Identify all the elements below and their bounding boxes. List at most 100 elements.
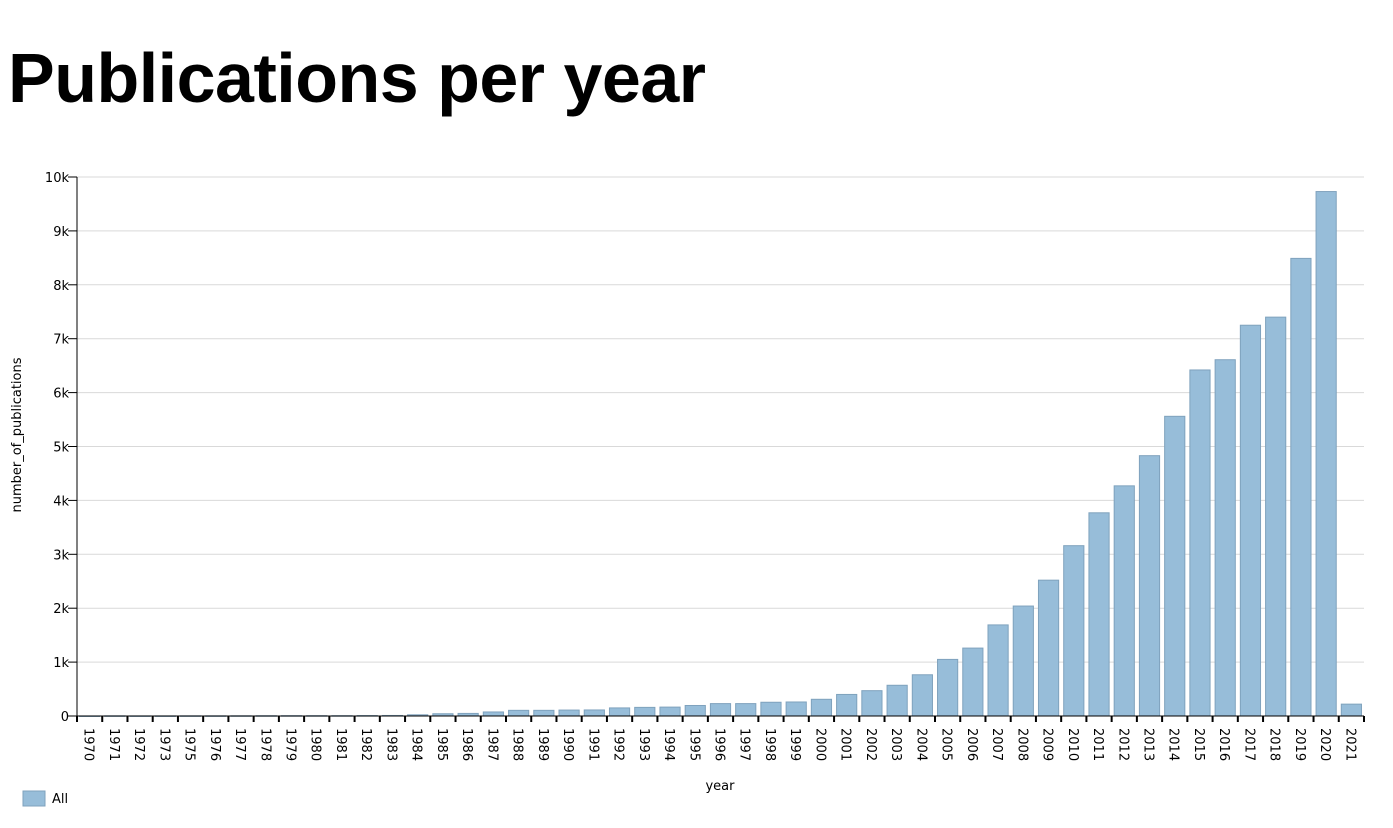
bar-2001[interactable] (836, 693, 858, 717)
x-tick-label: 2000 (812, 728, 827, 761)
x-tick-label: 2019 (1292, 728, 1307, 761)
y-axis-title: number_of_publications (10, 357, 25, 512)
y-tick-label: 4k (53, 494, 69, 509)
x-tick-label: 1972 (131, 728, 146, 761)
x-tick-label: 2017 (1241, 728, 1256, 761)
bar-1989[interactable] (533, 709, 555, 717)
x-tick-label: 2013 (1141, 728, 1156, 761)
bar-1998[interactable] (760, 701, 782, 717)
bar-1988[interactable] (508, 709, 530, 717)
x-tick-label: 1970 (81, 728, 96, 761)
bar-2002[interactable] (861, 690, 883, 717)
bar-2007[interactable] (987, 624, 1009, 717)
x-tick-label: 2015 (1191, 728, 1206, 761)
bar-1987[interactable] (482, 711, 504, 717)
bar-1991[interactable] (583, 709, 605, 717)
x-tick-label: 1976 (207, 728, 222, 761)
x-tick-label: 1977 (232, 728, 247, 761)
x-tick-label: 2003 (888, 728, 903, 761)
x-tick-label: 2020 (1317, 728, 1332, 761)
x-tick-label: 1996 (712, 728, 727, 761)
bar-1995[interactable] (684, 704, 706, 717)
bar-1997[interactable] (735, 703, 757, 717)
x-tick-label: 1975 (182, 728, 197, 761)
x-tick-label: 1987 (484, 728, 499, 761)
bar-2013[interactable] (1138, 455, 1161, 717)
x-axis-title: year (705, 779, 735, 794)
x-tick-label: 1984 (409, 728, 424, 761)
x-tick-label: 2009 (1040, 728, 1055, 761)
x-tick-label: 2021 (1342, 728, 1357, 761)
x-tick-label: 2010 (1065, 728, 1080, 761)
x-tick-label: 1981 (333, 728, 348, 761)
x-tick-label: 1988 (510, 728, 525, 761)
x-tick-label: 2011 (1090, 728, 1105, 761)
x-tick-label: 1986 (459, 728, 474, 761)
x-tick-label: 2006 (964, 728, 979, 761)
x-tick-label: 1995 (686, 728, 701, 761)
legend-swatch (22, 790, 46, 807)
bar-1990[interactable] (558, 709, 580, 717)
x-tick-label: 2004 (913, 728, 928, 761)
bar-1993[interactable] (634, 706, 656, 717)
bar-2000[interactable] (810, 698, 833, 717)
x-tick-label: 2007 (989, 728, 1004, 761)
x-tick-label: 2008 (1014, 728, 1029, 761)
bar-1999[interactable] (785, 701, 807, 717)
bar-2005[interactable] (937, 658, 959, 717)
bar-1992[interactable] (608, 707, 631, 717)
x-tick-label: 1992 (611, 728, 626, 761)
bar-1994[interactable] (659, 706, 681, 717)
y-tick-label: 9k (53, 225, 69, 240)
x-tick-label: 1993 (636, 728, 651, 761)
bar-2015[interactable] (1189, 369, 1211, 717)
y-tick-label: 7k (53, 333, 69, 348)
bar-2016[interactable] (1214, 359, 1236, 717)
bar-2020[interactable] (1315, 191, 1337, 717)
bar-1996[interactable] (709, 703, 732, 717)
bar-2018[interactable] (1265, 316, 1287, 717)
grid-lines (77, 176, 1364, 663)
bar-2014[interactable] (1164, 415, 1186, 717)
y-tick-label: 1k (53, 656, 69, 671)
bar-2011[interactable] (1088, 512, 1110, 717)
x-tick-label: 1980 (308, 728, 323, 761)
legend-label: All (52, 792, 68, 807)
y-axis-ticks: 0 1k 2k 3k 4k 5k 6k 7k 8k 9k 10k (45, 171, 77, 725)
x-tick-label: 2016 (1216, 728, 1231, 761)
y-tick-label: 3k (53, 548, 69, 563)
x-tick-label: 1971 (106, 728, 121, 761)
x-tick-label: 2018 (1267, 728, 1282, 761)
bar-2019[interactable] (1290, 257, 1312, 717)
x-tick-label: 1979 (283, 728, 298, 761)
legend: All (22, 790, 68, 807)
x-tick-label: 1982 (358, 728, 373, 761)
x-tick-label: 1990 (560, 728, 575, 761)
bar-2009[interactable] (1037, 579, 1060, 717)
bar-2012[interactable] (1113, 485, 1135, 717)
bar-2003[interactable] (886, 684, 908, 717)
bar-2010[interactable] (1063, 545, 1085, 717)
bar-2008[interactable] (1012, 605, 1034, 717)
x-tick-label: 2014 (1166, 728, 1181, 761)
x-tick-label: 1999 (787, 728, 802, 761)
x-tick-label: 2012 (1115, 728, 1130, 761)
page-title: Publications per year (8, 39, 706, 117)
bars (79, 191, 1362, 717)
bar-2021[interactable] (1340, 703, 1362, 717)
bar-2004[interactable] (911, 674, 933, 717)
x-tick-label: 1978 (257, 728, 272, 761)
x-tick-label: 2001 (838, 728, 853, 761)
y-tick-label: 2k (53, 602, 69, 617)
y-tick-label: 8k (53, 279, 69, 294)
x-tick-label: 1998 (762, 728, 777, 761)
x-axis-ticks: 1970 1971 1972 1973 1975 1976 1977 1978 1979 1980… (76, 716, 1365, 761)
y-tick-label: 0 (61, 710, 69, 725)
x-tick-label: 1985 (434, 728, 449, 761)
x-tick-label: 1989 (535, 728, 550, 761)
bar-2006[interactable] (962, 647, 984, 717)
bar-2017[interactable] (1239, 324, 1262, 717)
x-tick-label: 2005 (939, 728, 954, 761)
x-tick-label: 1997 (737, 728, 752, 761)
y-tick-label: 10k (45, 171, 70, 186)
